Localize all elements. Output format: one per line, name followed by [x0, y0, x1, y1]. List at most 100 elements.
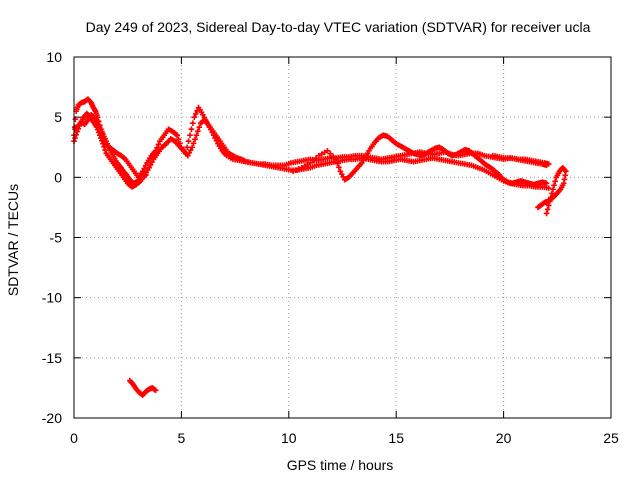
data-point [338, 171, 345, 177]
data-point [143, 172, 149, 178]
data-point [190, 140, 197, 147]
data-point [72, 135, 78, 141]
data-point [190, 120, 196, 126]
data-point [296, 166, 302, 172]
data-series-7 [127, 377, 159, 398]
data-point [207, 126, 214, 133]
x-tick-label: 10 [281, 430, 297, 446]
data-point [313, 155, 319, 161]
data-point [154, 144, 160, 151]
data-points-layer [71, 96, 569, 398]
x-tick-label: 0 [70, 430, 78, 446]
y-tick-label: -10 [42, 290, 62, 306]
y-tick-label: 5 [54, 109, 62, 125]
data-point [552, 178, 558, 185]
y-tick-labels: 10 5 0 -5 -10 -15 -20 [42, 49, 62, 426]
data-point [334, 160, 341, 167]
data-point [146, 164, 152, 171]
data-point [337, 168, 344, 175]
data-point [209, 129, 215, 136]
data-point [187, 147, 194, 153]
data-point [155, 141, 162, 148]
data-point [194, 107, 200, 114]
data-point [101, 144, 107, 150]
x-tick-label: 25 [603, 430, 619, 446]
data-point [330, 153, 336, 160]
data-point [327, 150, 334, 157]
data-point [186, 150, 193, 156]
y-tick-label: 10 [46, 49, 62, 65]
data-point [333, 156, 339, 163]
data-point [188, 126, 195, 132]
data-point [298, 164, 305, 171]
data-point [193, 132, 200, 139]
data-point [318, 151, 325, 157]
x-tick-label: 15 [388, 430, 404, 446]
data-point [310, 157, 316, 164]
data-point [95, 129, 102, 136]
data-series-6 [72, 111, 149, 187]
data-point [340, 174, 347, 180]
data-point [549, 190, 555, 197]
data-point [184, 144, 190, 151]
data-point [192, 111, 199, 117]
y-tick-label: -20 [42, 410, 62, 426]
data-point [543, 210, 550, 217]
data-point [543, 180, 550, 187]
data-point [191, 114, 198, 120]
data-point [149, 159, 155, 165]
data-point [96, 132, 103, 139]
data-point [102, 147, 108, 153]
data-point [550, 186, 556, 193]
data-point [336, 164, 342, 171]
data-point [142, 162, 149, 169]
data-point [545, 161, 552, 167]
data-point [200, 111, 206, 118]
y-tick-label: -15 [42, 350, 62, 366]
data-point [152, 387, 159, 394]
data-point [544, 206, 551, 213]
data-point [545, 202, 552, 209]
data-point [324, 148, 331, 154]
data-point [316, 152, 322, 159]
axis-ticks [73, 56, 612, 419]
x-tick-labels: 0 5 10 15 20 25 [70, 430, 619, 446]
data-point [192, 136, 198, 143]
data-point [290, 168, 296, 175]
data-point [545, 185, 552, 191]
data-point [321, 149, 328, 156]
chart-title: Day 249 of 2023, Sidereal Day-to-day VTE… [86, 19, 591, 35]
data-point [187, 132, 193, 139]
data-point [304, 161, 311, 168]
data-point [293, 167, 299, 173]
data-point [141, 165, 147, 172]
y-axis-label: SDTVAR / TECUs [5, 184, 21, 296]
data-point [551, 182, 557, 189]
data-point [535, 204, 541, 211]
data-point [185, 152, 191, 159]
x-axis-label: GPS time / hours [287, 457, 394, 473]
y-tick-label: 0 [54, 169, 62, 185]
data-point [210, 132, 217, 139]
data-point [98, 135, 104, 141]
y-tick-label: -5 [50, 230, 63, 246]
data-point [212, 135, 218, 141]
data-point [189, 144, 195, 151]
data-point [175, 136, 182, 143]
data-point [185, 138, 192, 145]
data-series-3 [290, 132, 550, 188]
x-tick-label: 20 [496, 430, 512, 446]
data-point [307, 160, 314, 166]
data-point [206, 123, 213, 130]
data-point [139, 168, 146, 175]
data-point [147, 162, 154, 168]
grid-lines [74, 57, 611, 418]
data-point [196, 124, 203, 130]
data-point [174, 132, 180, 139]
data-series-4 [490, 152, 552, 167]
x-tick-label: 5 [178, 430, 186, 446]
data-point [195, 128, 201, 135]
data-point [213, 138, 220, 144]
